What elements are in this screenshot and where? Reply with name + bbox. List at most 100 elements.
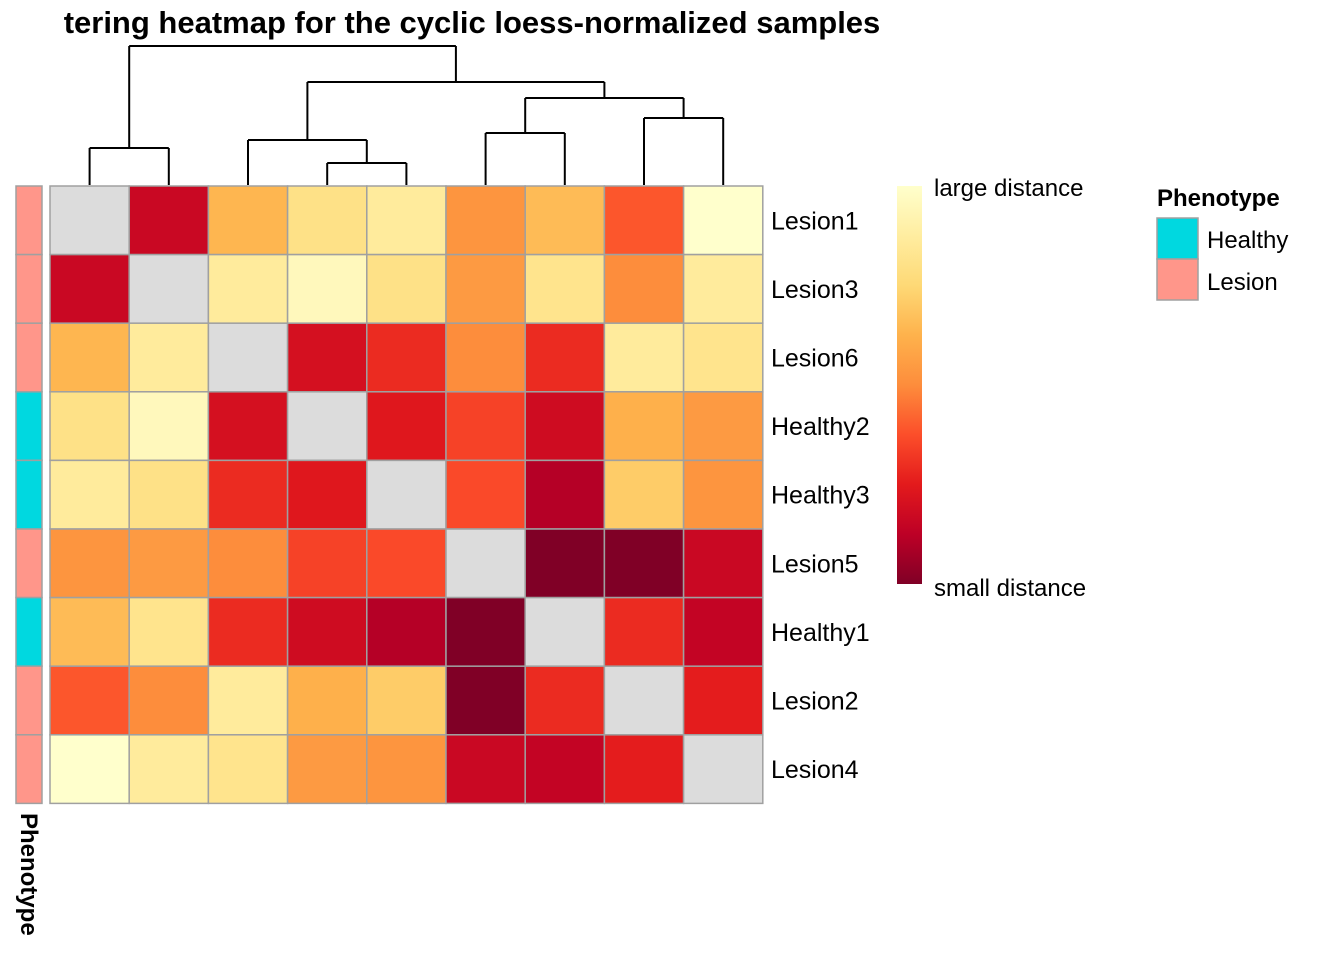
heatmap-cell [682, 734, 764, 805]
heatmap-cell [366, 528, 447, 599]
colorbar-high-label: large distance [934, 175, 1083, 202]
heatmap-cell [286, 459, 368, 530]
chart-title: tering heatmap for the cyclic loess-norm… [64, 5, 881, 40]
heatmap-cell [49, 459, 130, 530]
heatmap-cell [603, 253, 685, 324]
phenotype-annotation-cell [15, 528, 43, 599]
heatmap-cells [49, 185, 764, 805]
heatmap-cell [207, 322, 289, 393]
heatmap-cell [128, 322, 210, 393]
heatmap-cell [207, 253, 289, 324]
legend-swatch-healthy [1156, 217, 1199, 260]
heatmap-cell [207, 391, 289, 462]
heatmap-cell [603, 391, 685, 462]
heatmap-cell [128, 459, 210, 530]
heatmap-cell [49, 391, 130, 462]
heatmap-cell [128, 528, 210, 599]
colorbar-low-label: small distance [934, 575, 1086, 602]
row-labels: Lesion1 Lesion3 Lesion6 Healthy2 Healthy3 Les… [771, 207, 870, 784]
phenotype-annotation-cell [15, 322, 43, 393]
colorbar [897, 186, 922, 584]
row-label: Healthy1 [771, 619, 870, 647]
legend-swatch-lesion [1156, 258, 1199, 301]
heatmap-cell [286, 322, 368, 393]
phenotype-annotation-cell [15, 596, 43, 667]
annotation-axis-label: Phenotype [15, 813, 42, 936]
heatmap-cell [445, 596, 526, 667]
row-label: Lesion1 [771, 207, 859, 235]
heatmap-cell [682, 596, 764, 667]
heatmap-cell [366, 322, 447, 393]
heatmap-cell [445, 322, 526, 393]
heatmap-cell [286, 253, 368, 324]
heatmap-cell [207, 734, 289, 805]
heatmap-cell [207, 185, 289, 256]
heatmap-cell [682, 665, 764, 736]
heatmap-cell [49, 665, 130, 736]
heatmap-cell [445, 253, 526, 324]
heatmap-cell [603, 596, 685, 667]
phenotype-annotation-cell [15, 253, 43, 324]
heatmap-cell [445, 528, 526, 599]
heatmap-cell [286, 734, 368, 805]
heatmap-cell [524, 185, 606, 256]
heatmap-cell [207, 528, 289, 599]
heatmap-cell [49, 322, 130, 393]
heatmap-cell [128, 391, 210, 462]
column-dendrogram [88, 45, 725, 185]
legend-label-lesion: Lesion [1207, 269, 1278, 296]
heatmap-cell [682, 322, 764, 393]
heatmap-cell [682, 391, 764, 462]
heatmap-cell [128, 185, 210, 256]
heatmap-cell [366, 391, 447, 462]
phenotype-legend-title: Phenotype [1157, 185, 1280, 212]
heatmap-cell [682, 253, 764, 324]
heatmap-cell [682, 459, 764, 530]
heatmap-cell [603, 185, 685, 256]
row-label: Healthy3 [771, 482, 870, 510]
heatmap-cell [603, 322, 685, 393]
heatmap-cell [366, 734, 447, 805]
heatmap-cell [524, 322, 606, 393]
phenotype-annotation-cell [15, 391, 43, 462]
heatmap-cell [207, 665, 289, 736]
heatmap-cell [603, 528, 685, 599]
heatmap-cell [524, 734, 606, 805]
heatmap-cell [445, 391, 526, 462]
heatmap-cell [524, 391, 606, 462]
row-label: Healthy2 [771, 413, 870, 441]
row-label: Lesion4 [771, 756, 859, 784]
heatmap-cell [524, 459, 606, 530]
phenotype-annotation-cell [15, 185, 43, 256]
heatmap-cell [366, 459, 447, 530]
heatmap-cell [49, 596, 130, 667]
heatmap-cell [366, 253, 447, 324]
heatmap-cell [128, 665, 210, 736]
heatmap-cell [286, 596, 368, 667]
heatmap-cell [286, 528, 368, 599]
heatmap-cell [286, 185, 368, 256]
heatmap-cell [524, 596, 606, 667]
phenotype-annotation-cell [15, 665, 43, 736]
heatmap-cell [207, 596, 289, 667]
heatmap-cell [286, 665, 368, 736]
heatmap-cell [524, 253, 606, 324]
heatmap-cell [603, 459, 685, 530]
row-label: Lesion2 [771, 688, 859, 716]
heatmap-cell [128, 596, 210, 667]
phenotype-annotation-cell [15, 459, 43, 530]
legend-label-healthy: Healthy [1207, 227, 1288, 254]
phenotype-annotation-bar [15, 185, 43, 805]
heatmap-cell [524, 528, 606, 599]
heatmap-cell [49, 528, 130, 599]
heatmap-cell [366, 596, 447, 667]
heatmap-cell [445, 734, 526, 805]
heatmap-cell [445, 459, 526, 530]
heatmap-cell [603, 665, 685, 736]
heatmap-cell [286, 391, 368, 462]
row-label: Lesion6 [771, 345, 859, 373]
heatmap-cell [128, 253, 210, 324]
heatmap-cell [49, 185, 130, 256]
heatmap-cell [445, 665, 526, 736]
